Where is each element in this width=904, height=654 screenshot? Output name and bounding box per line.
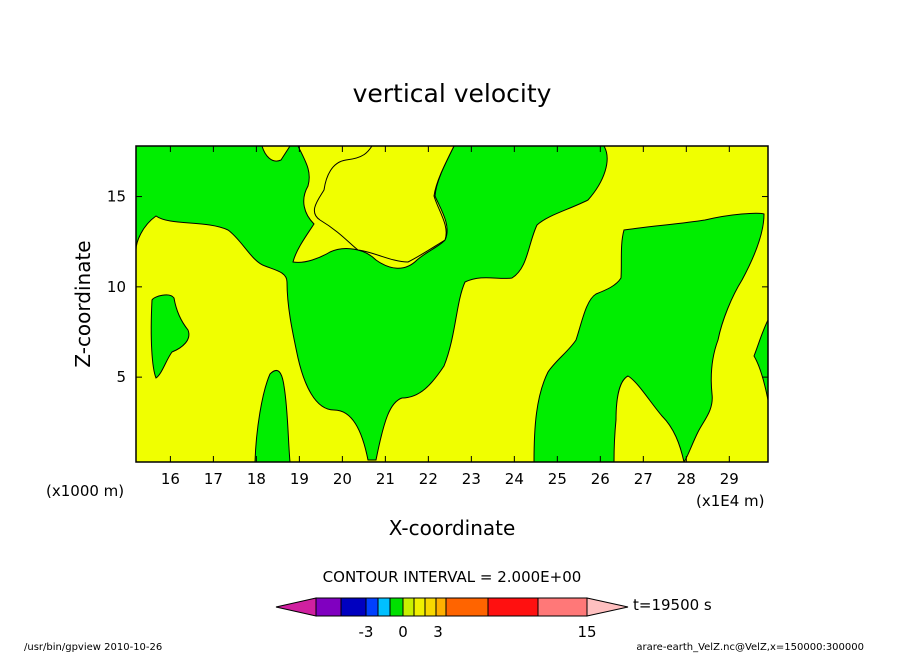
colorbar-segment — [586, 597, 629, 617]
colorbar-segment — [424, 597, 437, 617]
x-tick-label: 20 — [333, 470, 352, 488]
colorbar-label: 0 — [398, 623, 408, 641]
x-tick-label: 19 — [290, 470, 309, 488]
x-ticks: 16 17 18 19 20 21 22 23 24 25 26 27 28 29 — [161, 146, 739, 488]
colorbar-segment — [435, 597, 447, 617]
colorbar-label: 3 — [433, 623, 443, 641]
x-tick-label: 16 — [161, 470, 180, 488]
colorbar-segment — [537, 597, 588, 617]
y-axis-label: Z-coordinate — [71, 240, 95, 367]
x-tick-label: 17 — [204, 470, 223, 488]
right-edge-sliver — [753, 319, 768, 401]
colorbar-segment — [315, 597, 342, 617]
x-unit-right: (x1E4 m) — [696, 492, 765, 510]
time-label: t=19500 s — [633, 596, 712, 614]
x-tick-label: 28 — [677, 470, 696, 488]
x-tick-label: 18 — [247, 470, 266, 488]
y-tick-label: 15 — [107, 188, 126, 206]
x-tick-label: 23 — [462, 470, 481, 488]
colorbar-labels: -3 0 3 15 — [359, 623, 597, 641]
left-island — [150, 294, 190, 379]
x-tick-label: 22 — [419, 470, 438, 488]
colorbar-segment — [445, 597, 489, 617]
x-tick-label: 29 — [720, 470, 739, 488]
footer-left: /usr/bin/gpview 2010-10-26 — [24, 642, 162, 653]
colorbar-label: 15 — [577, 623, 596, 641]
lower-left-column — [254, 370, 291, 462]
colorbar-segment — [340, 597, 367, 617]
contour-fills — [136, 146, 768, 462]
right-band-region — [533, 212, 765, 462]
x-tick-label: 24 — [505, 470, 524, 488]
footer-right: arare-earth_VelZ.nc@VelZ,x=150000:300000 — [636, 642, 864, 653]
x-axis-label: X-coordinate — [389, 516, 516, 540]
colorbar-segment — [487, 597, 539, 617]
colorbar-segment — [402, 597, 415, 617]
top-yellow-pocket — [313, 146, 455, 263]
colorbar-segment — [413, 597, 426, 617]
x-tick-label: 25 — [548, 470, 567, 488]
colorbar-segment — [365, 597, 379, 617]
x-tick-label: 27 — [634, 470, 653, 488]
colorbar-segment — [389, 597, 404, 617]
plot-area: 16 17 18 19 20 21 22 23 24 25 26 27 28 29 5 10 15 — [107, 145, 769, 488]
contour-interval-label: CONTOUR INTERVAL = 2.000E+00 — [323, 568, 582, 586]
chart-title: vertical velocity — [353, 79, 552, 108]
x-tick-label: 26 — [591, 470, 610, 488]
colorbar — [275, 597, 629, 617]
upper-band-region — [136, 146, 608, 461]
y-tick-label: 10 — [107, 278, 126, 296]
colorbar-segment — [275, 597, 317, 617]
colorbar-label: -3 — [359, 623, 374, 641]
x-unit-left: (x1000 m) — [46, 482, 124, 500]
y-tick-label: 5 — [116, 368, 126, 386]
plot-frame — [135, 145, 769, 463]
colorbar-segment — [377, 597, 391, 617]
x-tick-label: 21 — [376, 470, 395, 488]
y-ticks: 5 10 15 — [107, 188, 768, 386]
